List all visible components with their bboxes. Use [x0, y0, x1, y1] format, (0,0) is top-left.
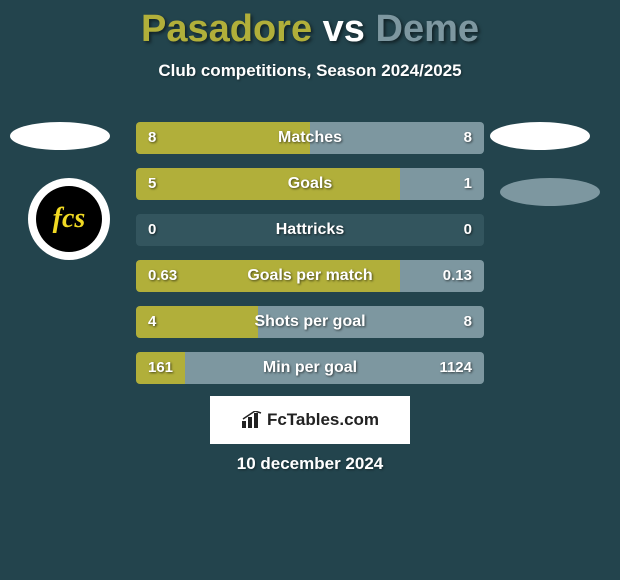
stat-label: Goals	[136, 168, 484, 200]
right-token-ellipse-2	[500, 178, 600, 206]
stat-row: 48Shots per goal	[136, 306, 484, 338]
stat-row: 00Hattricks	[136, 214, 484, 246]
stat-row: 0.630.13Goals per match	[136, 260, 484, 292]
stat-label: Min per goal	[136, 352, 484, 384]
comparison-title: Pasadore vs Deme	[0, 0, 620, 51]
stat-row: 51Goals	[136, 168, 484, 200]
vs-separator: vs	[323, 8, 365, 50]
player2-name: Deme	[376, 8, 480, 50]
chart-icon	[241, 411, 263, 429]
stat-label: Hattricks	[136, 214, 484, 246]
club-badge-text: fcs	[36, 186, 102, 252]
right-token-ellipse-1	[490, 122, 590, 150]
stat-label: Goals per match	[136, 260, 484, 292]
subtitle: Club competitions, Season 2024/2025	[0, 61, 620, 81]
date-text: 10 december 2024	[0, 454, 620, 474]
branding-box: FcTables.com	[210, 396, 410, 444]
left-token-ellipse	[10, 122, 110, 150]
stat-label: Shots per goal	[136, 306, 484, 338]
branding-text: FcTables.com	[267, 410, 379, 430]
stat-label: Matches	[136, 122, 484, 154]
club-badge: fcs	[28, 178, 110, 260]
player1-name: Pasadore	[141, 8, 312, 50]
stat-row: 1611124Min per goal	[136, 352, 484, 384]
stats-container: 88Matches 51Goals 00Hattricks 0.630.13Goals…	[136, 122, 484, 398]
stat-row: 88Matches	[136, 122, 484, 154]
